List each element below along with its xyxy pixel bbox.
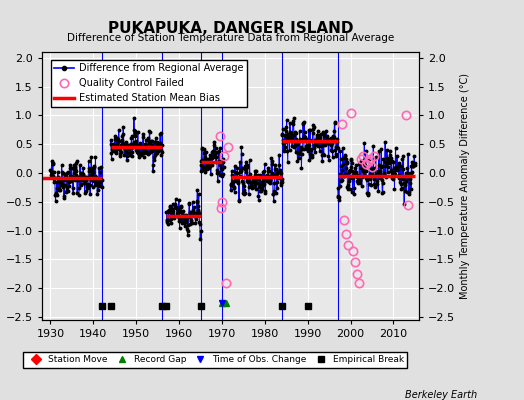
Quality Control Failed <box>339 122 345 126</box>
Quality Control Failed <box>371 153 377 158</box>
Quality Control Failed <box>352 260 358 265</box>
Difference from Regional Average <box>63 188 70 193</box>
Quality Control Failed <box>356 280 362 285</box>
Difference from Regional Average <box>90 166 96 171</box>
Difference from Regional Average <box>51 177 57 182</box>
Quality Control Failed <box>219 200 225 204</box>
Quality Control Failed <box>343 231 350 236</box>
Quality Control Failed <box>341 218 347 223</box>
Difference from Regional Average <box>52 198 59 203</box>
Quality Control Failed <box>369 165 375 170</box>
Difference from Regional Average <box>90 184 96 189</box>
Quality Control Failed <box>406 202 412 207</box>
Quality Control Failed <box>221 153 227 158</box>
Quality Control Failed <box>345 243 352 248</box>
Line: Difference from Regional Average: Difference from Regional Average <box>50 157 102 201</box>
Difference from Regional Average <box>88 155 94 160</box>
Text: Berkeley Earth: Berkeley Earth <box>405 390 477 400</box>
Quality Control Failed <box>347 110 354 115</box>
Difference from Regional Average <box>99 178 105 183</box>
Quality Control Failed <box>358 156 365 161</box>
Quality Control Failed <box>225 145 231 150</box>
Quality Control Failed <box>350 248 356 253</box>
Text: Difference of Station Temperature Data from Regional Average: Difference of Station Temperature Data f… <box>67 33 394 43</box>
Quality Control Failed <box>218 205 224 210</box>
Difference from Regional Average <box>47 167 53 172</box>
Quality Control Failed <box>361 153 367 158</box>
Quality Control Failed <box>365 159 371 164</box>
Estimated Station Mean Bias <box>39 175 45 180</box>
Quality Control Failed <box>403 113 409 118</box>
Quality Control Failed <box>354 272 360 276</box>
Quality Control Failed <box>363 162 369 167</box>
Difference from Regional Average <box>84 186 91 190</box>
Legend: Station Move, Record Gap, Time of Obs. Change, Empirical Break: Station Move, Record Gap, Time of Obs. C… <box>24 352 408 368</box>
Y-axis label: Monthly Temperature Anomaly Difference (°C): Monthly Temperature Anomaly Difference (… <box>460 73 470 299</box>
Quality Control Failed <box>367 156 373 161</box>
Title: PUKAPUKA, DANGER ISLAND: PUKAPUKA, DANGER ISLAND <box>108 20 353 36</box>
Quality Control Failed <box>217 133 223 138</box>
Estimated Station Mean Bias <box>99 175 105 180</box>
Quality Control Failed <box>223 280 230 285</box>
Difference from Regional Average <box>55 174 61 179</box>
Line: Quality Control Failed: Quality Control Failed <box>216 108 412 287</box>
